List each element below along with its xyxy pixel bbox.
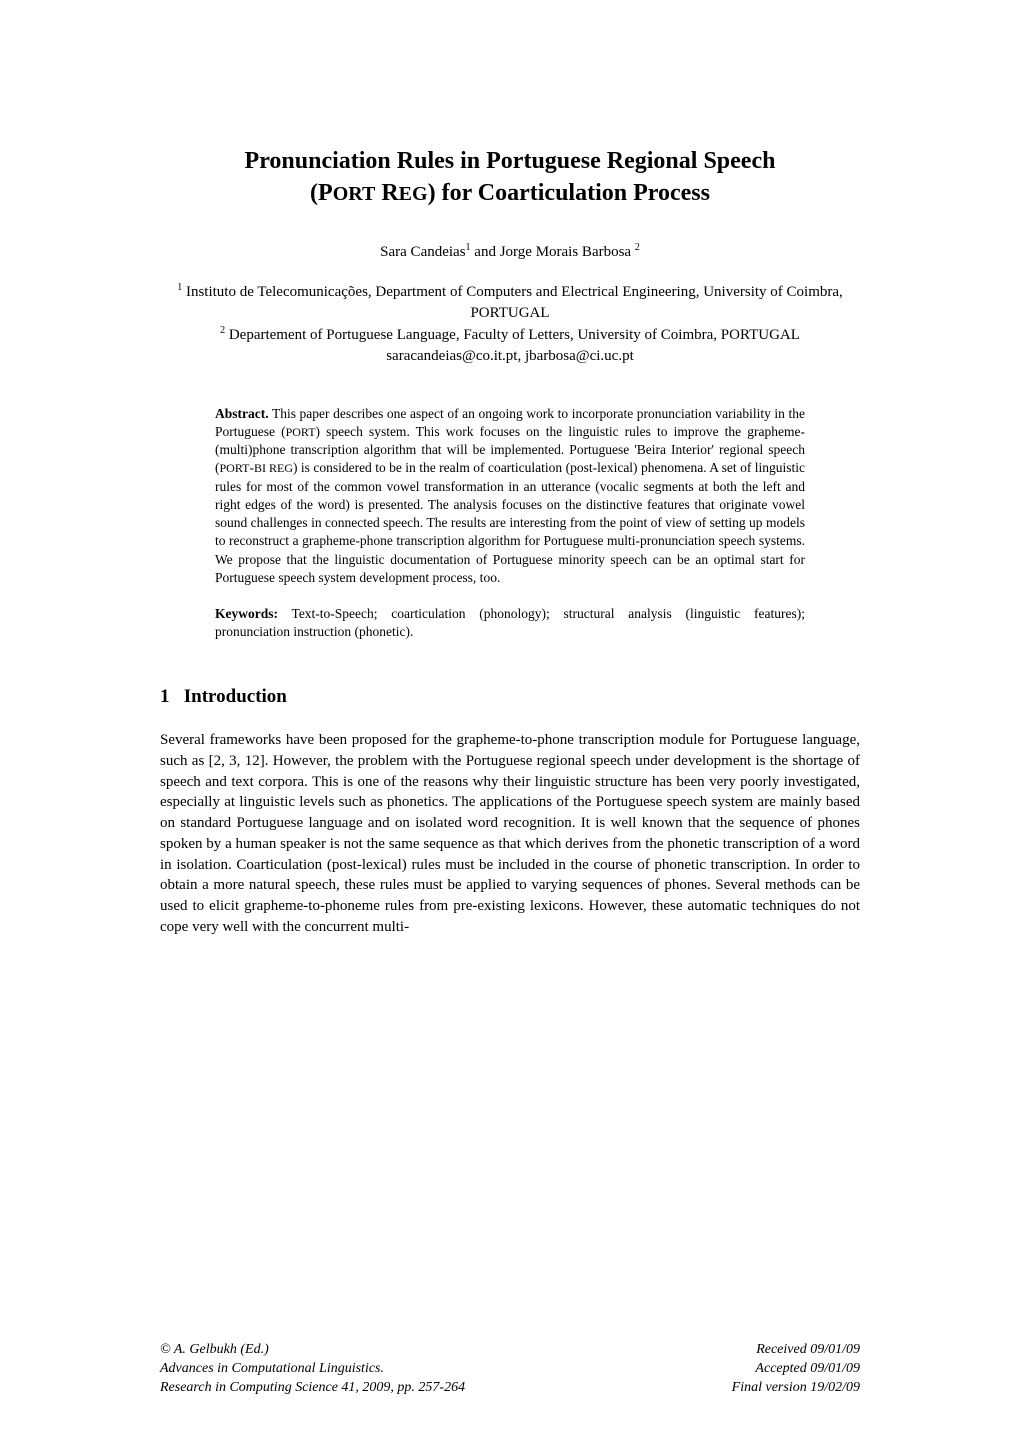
section-heading: 1 Introduction <box>160 686 860 708</box>
abstract-port2: PORT <box>220 461 250 475</box>
keywords-block: Keywords: Text-to-Speech; coarticulation… <box>215 605 805 641</box>
abstract-port1: PORT <box>286 425 316 439</box>
author-2-name: Jorge Morais Barbosa <box>500 244 635 260</box>
title-line-2-prefix: (P <box>310 180 333 206</box>
title-line-2-mid: R <box>375 180 398 206</box>
footer-final: Final version 19/02/09 <box>732 1380 860 1395</box>
title-line-2-suffix: ) for Coarticulation Process <box>428 180 710 206</box>
footer-editor: © A. Gelbukh (Ed.) <box>160 1342 269 1357</box>
footer-citation: Research in Computing Science 41, 2009, … <box>160 1380 465 1395</box>
footer-accepted: Accepted 09/01/09 <box>755 1361 860 1376</box>
page-footer: © A. Gelbukh (Ed.) Advances in Computati… <box>160 1341 860 1398</box>
footer-journal: Advances in Computational Linguistics. <box>160 1361 384 1376</box>
abstract-label: Abstract. <box>215 406 269 421</box>
title-ort: ORT <box>333 183 376 205</box>
authors-line: Sara Candeias1 and Jorge Morais Barbosa … <box>160 242 860 261</box>
section-title: Introduction <box>184 686 287 707</box>
abstract-text-c: ) is considered to be in the realm of co… <box>215 460 805 584</box>
abstract-bireg: BI REG <box>254 461 293 475</box>
authors-and: and <box>471 244 500 260</box>
footer-left: © A. Gelbukh (Ed.) Advances in Computati… <box>160 1341 465 1398</box>
title-eg: EG <box>399 183 428 205</box>
body-paragraph: Several frameworks have been proposed fo… <box>160 730 860 937</box>
paper-title: Pronunciation Rules in Portuguese Region… <box>160 145 860 210</box>
aff-2-text: Departement of Portuguese Language, Facu… <box>225 327 800 343</box>
title-line-1: Pronunciation Rules in Portuguese Region… <box>245 148 776 174</box>
author-2-sup: 2 <box>635 242 640 253</box>
abstract-block: Abstract. This paper describes one aspec… <box>215 405 805 587</box>
aff-1-text: Instituto de Telecomunicações, Departmen… <box>182 284 843 321</box>
keywords-text: Text-to-Speech; coarticulation (phonolog… <box>215 606 805 639</box>
footer-right: Received 09/01/09 Accepted 09/01/09 Fina… <box>732 1341 860 1398</box>
footer-received: Received 09/01/09 <box>756 1342 860 1357</box>
author-1-name: Sara Candeias <box>380 244 465 260</box>
keywords-label: Keywords: <box>215 606 278 621</box>
section-number: 1 <box>160 686 170 707</box>
emails: saracandeias@co.it.pt, jbarbosa@ci.uc.pt <box>386 348 634 364</box>
affiliations-block: 1 Instituto de Telecomunicações, Departm… <box>160 281 860 367</box>
